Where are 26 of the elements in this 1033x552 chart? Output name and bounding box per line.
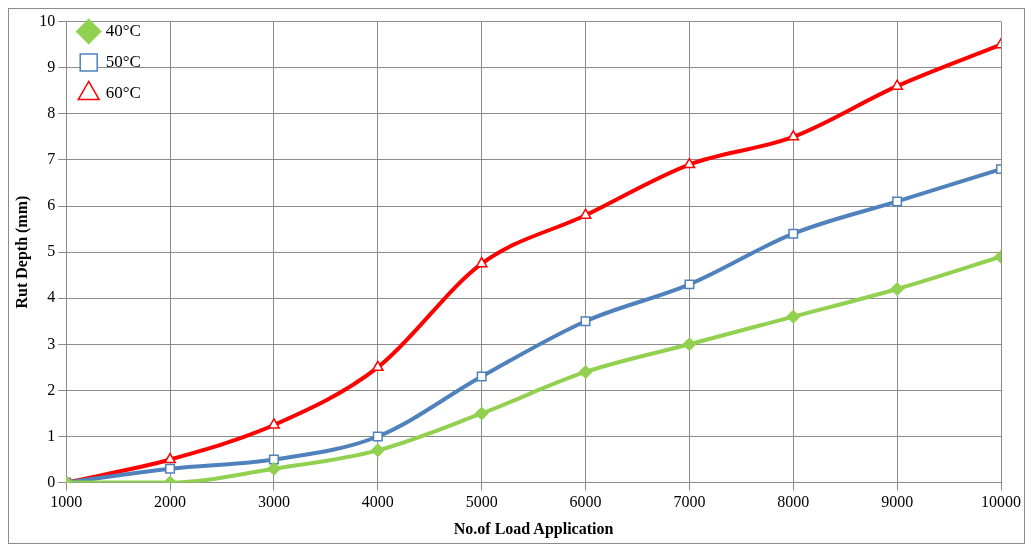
x-tick-label: 8000 [777, 493, 810, 511]
x-tick-label: 6000 [569, 493, 602, 511]
y-tick-label: 7 [47, 150, 56, 168]
x-tick-label: 10000 [981, 493, 1021, 511]
x-tick-label: 5000 [465, 493, 498, 511]
x-tick-label: 4000 [361, 493, 394, 511]
y-tick-label: 5 [47, 242, 56, 260]
x-tick-label: 1000 [50, 493, 83, 511]
legend-label: 40°C [105, 20, 141, 40]
y-tick-label: 1 [47, 426, 56, 444]
y-tick-label: 2 [47, 380, 56, 398]
y-tick-label: 0 [47, 472, 56, 490]
y-tick-label: 10 [39, 11, 56, 29]
legend-label: 50°C [105, 51, 141, 71]
y-tick-label: 8 [47, 104, 56, 121]
x-tick-label: 2000 [154, 493, 187, 511]
y-tick-label: 4 [47, 288, 56, 306]
x-tick-label: 9000 [881, 493, 914, 511]
y-axis-title: Rut Depth (mm) [12, 195, 31, 309]
x-tick-label: 3000 [257, 493, 290, 511]
x-tick-label: 7000 [673, 493, 706, 511]
x-axis-title: No.of Load Application [453, 519, 614, 538]
legend-label: 60°C [105, 82, 141, 102]
y-tick-label: 3 [47, 334, 56, 352]
y-tick-label: 6 [47, 196, 56, 214]
y-tick-label: 9 [47, 57, 56, 75]
